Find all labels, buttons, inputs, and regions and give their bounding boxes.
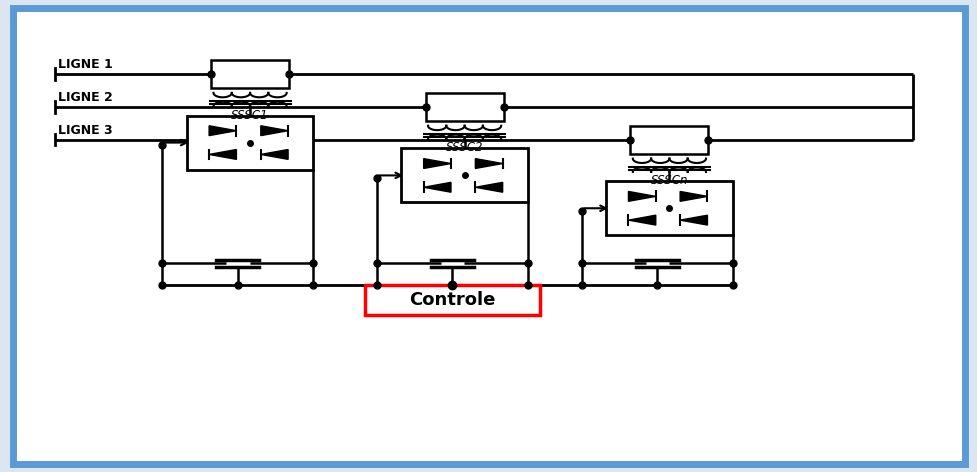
Text: LIGNE 3: LIGNE 3 [58, 124, 112, 137]
Bar [364, 285, 539, 315]
Polygon shape [679, 192, 706, 202]
Text: SSSCn: SSSCn [650, 174, 688, 187]
Text: SSSC2: SSSC2 [446, 142, 483, 154]
Text: SSSC1: SSSC1 [232, 109, 269, 122]
Text: LIGNE 2: LIGNE 2 [58, 91, 112, 104]
Bar [425, 93, 503, 121]
Bar [630, 126, 707, 154]
Text: Controle: Controle [408, 291, 495, 309]
Bar [606, 181, 732, 235]
Bar [401, 148, 528, 202]
Polygon shape [679, 215, 706, 225]
Polygon shape [209, 126, 236, 135]
Polygon shape [209, 150, 236, 160]
Text: LIGNE 1: LIGNE 1 [58, 59, 112, 71]
Bar [211, 60, 289, 88]
Polygon shape [423, 159, 450, 169]
Polygon shape [628, 215, 656, 225]
Polygon shape [475, 159, 502, 169]
Bar [187, 116, 314, 169]
Polygon shape [423, 182, 450, 192]
Polygon shape [475, 182, 502, 192]
Polygon shape [628, 192, 656, 202]
Polygon shape [261, 150, 288, 160]
Polygon shape [261, 126, 288, 135]
